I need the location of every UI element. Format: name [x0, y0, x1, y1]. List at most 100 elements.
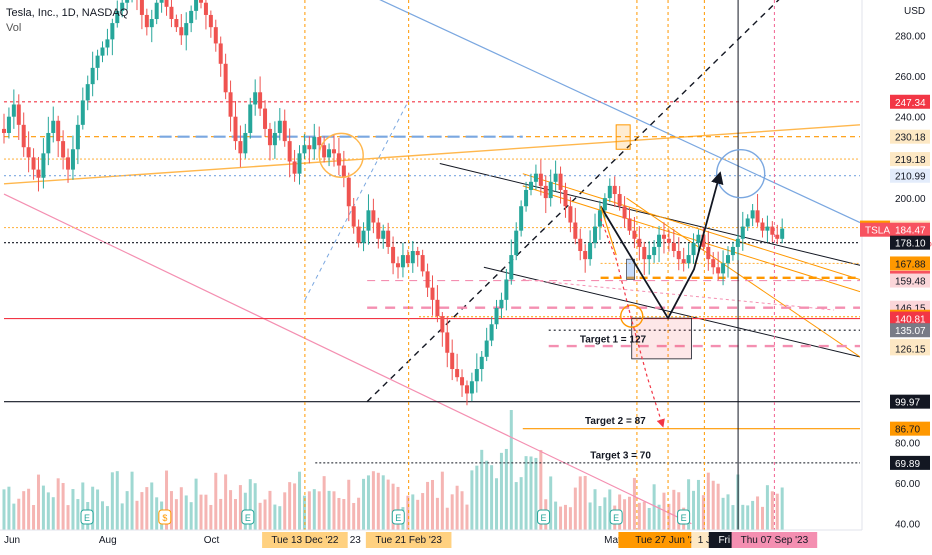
volume-bar [741, 504, 745, 530]
volume-bar [283, 492, 287, 530]
volume-bar [460, 491, 464, 530]
volume-bar [366, 475, 370, 530]
volume-bar [115, 471, 119, 530]
candle-body [327, 149, 332, 158]
candle-body [66, 157, 71, 170]
price-label-text: 247.34 [895, 98, 926, 109]
candle-body [583, 251, 588, 260]
candle-body [637, 238, 642, 247]
candle-body [504, 279, 509, 300]
volume-bar [726, 494, 730, 530]
volume-bar [706, 472, 710, 530]
event-icon-glyph: $ [162, 513, 167, 523]
candle-body [56, 120, 61, 142]
volume-bar [470, 470, 474, 530]
symbol-title[interactable]: Tesla, Inc., 1D, NASDAQ [6, 7, 129, 19]
projection-step [600, 206, 617, 256]
volume-bar [209, 504, 213, 530]
volume-bar [253, 483, 257, 530]
candle-body [435, 299, 440, 317]
price-label-text: 159.48 [895, 277, 926, 288]
volume-bar [130, 471, 134, 530]
volume-bar [756, 496, 760, 530]
candle-body [469, 381, 474, 394]
volume-bar [273, 504, 277, 530]
entry-zone [626, 258, 635, 280]
volume-bar [224, 474, 228, 530]
event-icon-glyph: E [613, 513, 619, 523]
candle-body [2, 128, 6, 133]
volume-bar [110, 472, 114, 530]
price-label: 126.15 [890, 341, 930, 356]
y-tick: 280.00 [895, 31, 926, 42]
blue-trendline [379, 0, 860, 224]
volume-bar [485, 460, 489, 530]
volume-bar [450, 494, 454, 530]
candle-body [297, 153, 302, 174]
candle-body [494, 307, 499, 325]
volume-bar [647, 507, 651, 530]
volume-bar [7, 486, 11, 530]
blue-dashed-line [304, 100, 410, 301]
volume-bar [41, 485, 45, 530]
volume-bar [711, 480, 715, 530]
candle-body [780, 228, 785, 239]
volume-bar [219, 498, 223, 530]
candle-body [775, 234, 780, 239]
price-label-bg [890, 341, 930, 356]
price-label-text: 184.47 [895, 226, 926, 237]
volume-bar [150, 482, 154, 530]
candle-body [179, 27, 184, 36]
candle-body [701, 234, 706, 247]
volume-bar [91, 486, 95, 530]
volume-bar [504, 448, 508, 530]
volume-bar [105, 506, 109, 530]
volume-bar [293, 483, 297, 530]
candle-body [538, 173, 543, 186]
price-label-bg [890, 152, 930, 167]
volume-bar [248, 479, 252, 530]
candle-body [336, 153, 341, 166]
candle-body [445, 332, 450, 353]
volume-bar [169, 491, 173, 530]
price-label: 159.48 [890, 273, 930, 288]
volume-bar [760, 506, 764, 530]
candle-body [6, 116, 11, 133]
candle-body [400, 255, 405, 268]
price-label-text: 140.81 [895, 315, 926, 326]
candle-body [248, 104, 253, 133]
volume-bar [588, 502, 592, 530]
volume-bar [480, 449, 484, 530]
candle-body [464, 385, 469, 394]
volume-bar [81, 482, 85, 530]
candle-body [706, 246, 711, 260]
volume-bar [204, 494, 208, 530]
x-tick: May [604, 535, 623, 546]
price-label-bg [890, 222, 930, 237]
price-tag-bg [860, 222, 890, 237]
candle-body [617, 194, 622, 207]
candle-body [573, 222, 578, 239]
candle-body [657, 234, 662, 247]
candle-body [420, 255, 425, 272]
candle-body [750, 210, 755, 219]
candle-body [213, 27, 218, 44]
volume-bar [721, 497, 725, 530]
candle-body [174, 19, 179, 28]
price-label-text: 86.70 [895, 425, 920, 436]
candle-body [524, 189, 529, 207]
candle-body [243, 132, 248, 154]
volume-bar [593, 489, 597, 530]
event-icon [677, 509, 691, 525]
candle-body [307, 145, 312, 150]
candle-body [760, 222, 765, 231]
candle-body [351, 206, 356, 227]
volume-bar [716, 483, 720, 530]
volume-bar [66, 505, 70, 530]
x-tick: Oct [204, 535, 220, 546]
blue-circle [715, 148, 766, 199]
orange-small-circle [620, 304, 644, 328]
